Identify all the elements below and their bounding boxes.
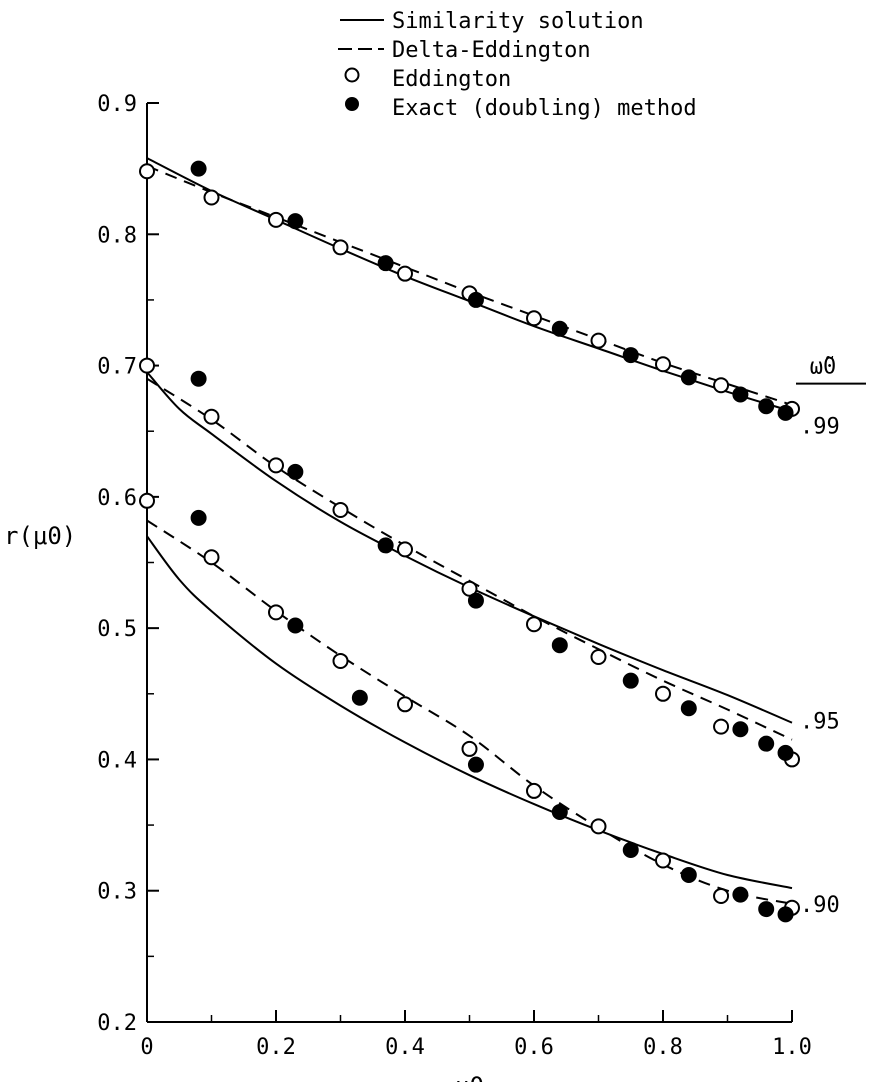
eddington-point (713, 887, 730, 904)
eddington-point (397, 696, 413, 713)
eddington-point (461, 740, 478, 757)
eddington-point (203, 189, 220, 206)
exact-point (551, 803, 568, 820)
exact-point (758, 398, 775, 415)
legend-label: Delta-Eddington (392, 38, 591, 63)
exact-point (287, 213, 304, 230)
legend-label: Eddington (392, 67, 511, 92)
exact-point (467, 756, 484, 773)
exact-point (680, 700, 697, 717)
omega-header-label: ω̃0 (810, 355, 837, 380)
eddington-point (332, 652, 349, 669)
x-tick-label: 0.2 (256, 1035, 296, 1060)
eddington-point (526, 616, 542, 633)
eddington-point (268, 604, 284, 621)
curve-end-label: .99 (800, 415, 840, 440)
axes-layer: 0.20.30.40.50.60.70.80.90 0.2 0.4 0.6 0.8 1.0 (97, 92, 812, 1060)
eddington-point (203, 408, 220, 425)
points-layer (139, 160, 800, 923)
y-tick-label: 0.2 (97, 1011, 137, 1036)
y-tick-label: 0.7 (97, 355, 137, 380)
similarity-curve-1 (146, 371, 793, 724)
legend-label: Similarity solution (392, 9, 644, 34)
exact-point (758, 901, 775, 918)
exact-point (551, 320, 568, 337)
eddington-point (655, 356, 671, 373)
exact-point (622, 347, 639, 364)
x-tick-label: 0.4 (385, 1035, 425, 1060)
delta-eddington-curve-1 (146, 377, 793, 741)
exact-point (190, 370, 207, 387)
y-tick-label: 0.6 (97, 486, 137, 511)
y-tick-label: 0.5 (97, 617, 137, 642)
curve-end-label: .95 (800, 710, 840, 735)
eddington-point (590, 649, 607, 666)
exact-point (467, 291, 484, 308)
legend-label: Exact (doubling) method (392, 96, 697, 121)
exact-point (351, 689, 368, 706)
exact-point (777, 404, 794, 421)
eddington-point (590, 332, 607, 349)
y-tick-label: 0.3 (97, 880, 137, 905)
exact-point (758, 735, 775, 752)
eddington-point (461, 580, 478, 597)
eddington-point (713, 718, 730, 735)
curves-layer (146, 157, 793, 905)
exact-point (467, 592, 484, 609)
exact-point (190, 509, 207, 526)
eddington-point (590, 818, 607, 835)
y-tick-label: 0.9 (97, 92, 137, 117)
eddington-point (332, 501, 349, 518)
eddington-point (139, 357, 155, 374)
eddington-point (397, 265, 413, 282)
eddington-point (713, 377, 730, 394)
x-tick-label: 0 (140, 1035, 153, 1060)
exact-point (680, 369, 697, 386)
eddington-point (655, 685, 671, 702)
exact-point (777, 906, 794, 923)
curve-end-label: .90 (800, 893, 840, 918)
eddington-point (332, 239, 349, 256)
eddington-point (139, 492, 155, 509)
eddington-point (655, 852, 671, 869)
exact-point (377, 255, 394, 272)
similarity-curve-2 (146, 535, 793, 890)
exact-point (377, 537, 394, 554)
delta-eddington-curve-2 (146, 519, 793, 905)
exact-point (622, 672, 639, 689)
x-tick-label: 1.0 (772, 1035, 812, 1060)
y-axis-title: r(μ0) (4, 522, 76, 550)
y-tick-label: 0.4 (97, 748, 137, 773)
legend-layer: Similarity solution Delta-Eddington Edding… (338, 9, 697, 121)
eddington-point (397, 541, 413, 558)
eddington-point (526, 310, 542, 327)
exact-point (622, 842, 639, 859)
eddington-point (526, 782, 542, 799)
exact-point (732, 721, 749, 738)
exact-point (190, 160, 207, 177)
eddington-point (268, 457, 284, 474)
exact-point (680, 866, 697, 883)
legend-open-circle-swatch (344, 67, 360, 83)
x-axis-title: μ0 (455, 1072, 484, 1082)
exact-point (551, 637, 568, 654)
eddington-point (139, 163, 155, 180)
exact-point (287, 463, 304, 480)
exact-point (777, 744, 794, 761)
exact-point (732, 386, 749, 403)
eddington-point (203, 549, 220, 566)
x-tick-label: 0.8 (643, 1035, 683, 1060)
exact-point (287, 617, 304, 634)
labels-layer: μ0 r(μ0) .99 .95 .90 ω̃0 (4, 355, 866, 1086)
y-tick-label: 0.8 (97, 223, 137, 248)
eddington-point (268, 211, 284, 228)
x-tick-label: 0.6 (514, 1035, 554, 1060)
legend-filled-circle-swatch (345, 97, 359, 111)
exact-point (732, 886, 749, 903)
